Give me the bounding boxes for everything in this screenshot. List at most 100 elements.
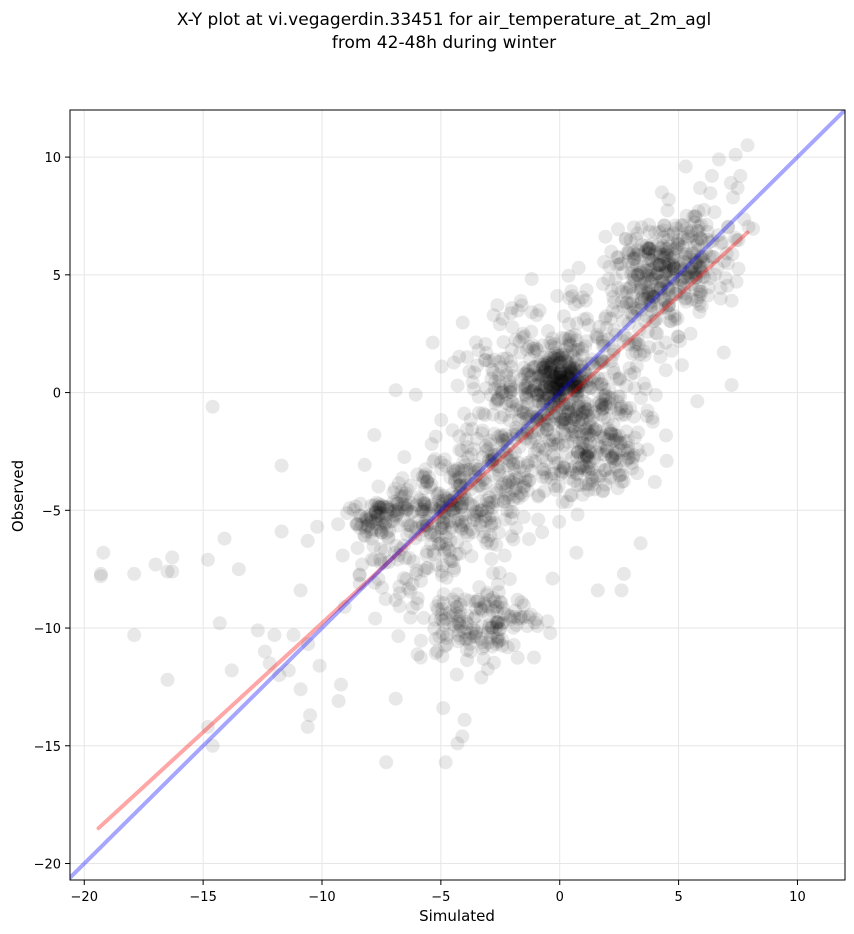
data-point	[467, 461, 482, 476]
data-point	[460, 476, 475, 491]
data-point	[555, 400, 570, 415]
data-point	[502, 572, 517, 587]
data-point	[503, 354, 518, 369]
data-point	[559, 367, 574, 382]
data-point	[388, 481, 402, 496]
data-point	[431, 594, 446, 609]
data-point	[535, 360, 550, 375]
data-point	[546, 354, 561, 369]
data-point	[632, 322, 647, 337]
data-point	[532, 411, 547, 426]
data-point	[389, 538, 404, 553]
data-point	[582, 449, 597, 464]
data-point	[570, 445, 585, 460]
data-point	[596, 354, 611, 369]
data-point	[476, 651, 491, 666]
data-point	[378, 543, 392, 558]
data-point	[539, 470, 554, 485]
data-point	[367, 575, 382, 590]
data-point	[521, 363, 536, 378]
data-point	[556, 375, 570, 390]
data-point	[545, 364, 560, 379]
data-point	[530, 442, 545, 457]
data-point	[693, 249, 708, 264]
data-point	[525, 453, 539, 468]
reference-lines	[70, 110, 845, 880]
data-point	[684, 260, 699, 275]
data-point	[520, 455, 535, 470]
data-point	[569, 545, 584, 560]
data-point	[484, 453, 499, 468]
data-point	[687, 265, 702, 280]
data-point	[694, 264, 709, 279]
data-point	[443, 502, 458, 517]
data-point	[537, 357, 551, 372]
data-point	[553, 369, 568, 384]
data-point	[540, 356, 555, 371]
data-point	[577, 364, 592, 379]
data-point	[392, 579, 407, 594]
data-point	[474, 670, 489, 685]
data-point	[562, 365, 577, 380]
data-point	[480, 625, 495, 640]
data-point	[509, 618, 524, 632]
data-point	[720, 256, 735, 271]
data-point	[733, 168, 748, 183]
data-point	[435, 499, 450, 514]
data-point	[160, 672, 175, 687]
data-point	[398, 497, 413, 512]
data-point	[532, 354, 547, 369]
data-point	[515, 488, 530, 503]
data-point	[454, 499, 469, 514]
data-point	[626, 245, 641, 260]
data-point	[428, 429, 443, 444]
data-point	[654, 241, 668, 255]
data-point	[563, 338, 578, 353]
data-point	[390, 496, 405, 511]
data-point	[573, 448, 588, 463]
data-point	[569, 402, 584, 417]
data-point	[498, 427, 513, 442]
data-point	[506, 456, 521, 471]
data-point	[482, 354, 497, 369]
data-point	[352, 508, 367, 523]
data-point	[370, 517, 385, 531]
data-point	[703, 186, 718, 201]
data-point	[547, 437, 562, 452]
data-point	[621, 254, 636, 268]
data-point	[589, 469, 604, 483]
data-point	[672, 279, 687, 294]
data-point	[662, 298, 676, 313]
data-point	[572, 372, 587, 386]
data-point	[364, 511, 378, 525]
data-point	[571, 260, 586, 275]
data-point	[491, 429, 506, 444]
data-point	[496, 384, 511, 399]
data-point	[477, 639, 492, 653]
data-point	[694, 299, 709, 313]
data-point	[681, 229, 696, 244]
data-point	[492, 565, 507, 580]
data-point	[513, 486, 528, 501]
data-point	[526, 405, 541, 420]
data-point	[477, 408, 492, 423]
data-point	[507, 462, 522, 477]
data-point	[580, 446, 595, 461]
data-point	[536, 360, 551, 375]
data-point	[689, 233, 704, 248]
data-point	[684, 229, 699, 243]
data-point	[693, 260, 708, 275]
data-point	[544, 466, 559, 481]
data-point	[589, 397, 604, 412]
data-point	[372, 506, 387, 520]
data-point	[543, 360, 558, 375]
data-point	[583, 413, 598, 428]
data-point	[566, 383, 581, 398]
data-point	[529, 412, 544, 427]
data-point	[663, 263, 678, 278]
data-point	[408, 531, 423, 546]
data-point	[467, 507, 482, 522]
data-point	[337, 599, 352, 614]
data-point	[331, 694, 346, 708]
data-point	[519, 387, 534, 402]
